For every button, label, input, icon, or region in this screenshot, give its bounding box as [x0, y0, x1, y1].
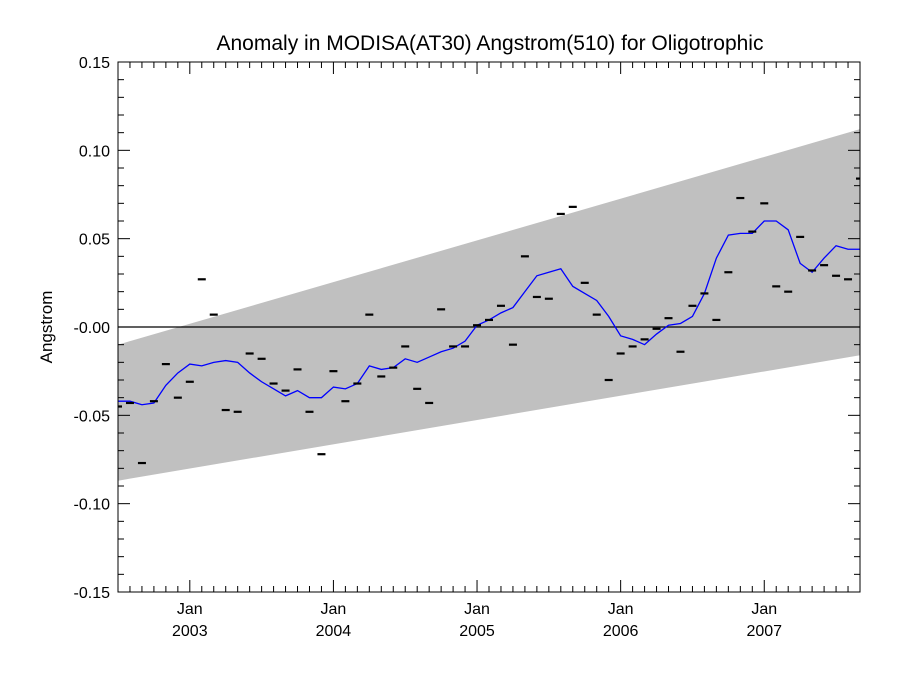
- x-tick-month-label: Jan: [177, 601, 203, 618]
- x-axis: Jan 2003 Jan 2004 Jan 2005 Jan 2006 Jan 2007: [117, 62, 861, 640]
- y-axis: 0.15 0.10 0.05 -0.00 -0.05 -0.10 -0.15: [74, 55, 860, 602]
- y-axis-label: Angstrom: [37, 291, 56, 364]
- monthly-anomaly-markers: [118, 177, 860, 465]
- x-tick-year-label: 2003: [172, 623, 208, 640]
- y-tick-label: 0.05: [79, 232, 110, 249]
- x-tick-year-label: 2004: [316, 623, 352, 640]
- x-tick-year-label: 2005: [459, 623, 495, 640]
- confidence-band-layer: [118, 129, 860, 481]
- x-tick-year-label: 2006: [603, 623, 639, 640]
- x-tick-month-label: Jan: [321, 601, 347, 618]
- y-tick-label: -0.00: [74, 320, 111, 337]
- y-tick-label: -0.05: [74, 408, 111, 425]
- y-tick-label: -0.10: [74, 497, 111, 514]
- x-tick-month-label: Jan: [464, 601, 490, 618]
- y-tick-label: 0.15: [79, 55, 110, 72]
- x-tick-month-label: Jan: [608, 601, 634, 618]
- confidence-band: [118, 129, 860, 481]
- y-tick-label: -0.15: [74, 585, 111, 602]
- x-tick-year-label: 2007: [746, 623, 782, 640]
- y-tick-label: 0.10: [79, 143, 110, 160]
- chart-title: Anomaly in MODISA(AT30) Angstrom(510) fo…: [217, 32, 764, 55]
- x-tick-month-label: Jan: [751, 601, 777, 618]
